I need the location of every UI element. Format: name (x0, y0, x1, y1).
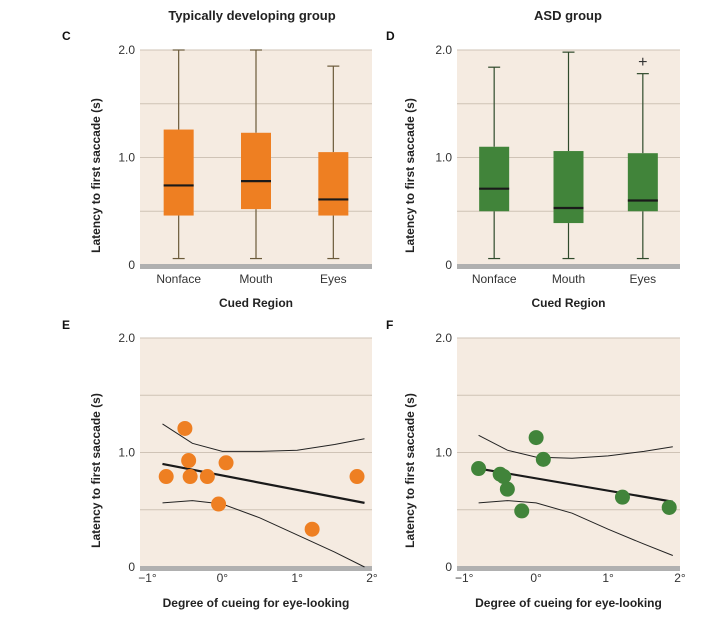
panel-f: 0 1.0 2.0 F Latency to first saccade (s) Degr… (386, 318, 686, 610)
box-nonface (479, 66, 510, 260)
box-iqr (627, 153, 658, 212)
box-iqr (241, 132, 271, 210)
y-tick-label: 0 (128, 258, 135, 272)
ci-upper-curve (478, 434, 673, 459)
data-point (304, 521, 320, 537)
x-tick-label: 2° (366, 571, 378, 585)
x-tick-label: Mouth (552, 272, 585, 286)
y-axis-label: Latency to first saccade (s) (403, 393, 417, 548)
box-mouth (553, 51, 584, 260)
x-tick-label: 0° (530, 571, 542, 585)
y-tick-label: 2.0 (435, 331, 452, 345)
data-point (349, 469, 365, 485)
y-tick-label: 1.0 (435, 151, 452, 165)
data-point (614, 489, 630, 505)
box-iqr (553, 151, 584, 224)
y-axis-label: Latency to first saccade (s) (403, 98, 417, 253)
regression-line (162, 462, 365, 504)
x-tick-label: 0° (217, 571, 229, 585)
box-eyes (318, 65, 349, 260)
x-tick-label: Nonface (156, 272, 201, 286)
y-tick-label: 0 (445, 560, 452, 574)
y-tick-label: 2.0 (435, 43, 452, 57)
panel-title: Typically developing group (168, 8, 335, 23)
panel-letter: E (62, 318, 70, 332)
box-mouth (241, 49, 271, 260)
data-point (199, 469, 215, 485)
panel-letter: D (386, 29, 395, 43)
data-point (177, 420, 193, 436)
x-tick-label: 1° (291, 571, 303, 585)
ci-upper-curve (162, 423, 365, 452)
outlier-marker: + (638, 54, 647, 71)
panel-letter: C (62, 29, 71, 43)
data-point (211, 496, 227, 512)
panel-e: 0 1.0 2.0 E Latency to first saccade (s) Degr… (62, 318, 378, 610)
x-axis-label: Degree of cueing for eye-looking (163, 596, 350, 610)
x-axis-bar (140, 566, 372, 571)
panel-c: 0 1.0 2.0 C Typically developing group Latenc… (62, 8, 372, 310)
data-point (471, 461, 487, 477)
x-axis-bar (457, 566, 680, 571)
y-tick-label: 1.0 (118, 151, 135, 165)
data-point (496, 469, 512, 485)
box-iqr (163, 129, 194, 216)
x-tick-label: Nonface (472, 272, 517, 286)
data-point (181, 453, 197, 469)
x-tick-label: Mouth (239, 272, 272, 286)
box-nonface (163, 49, 194, 260)
data-point (218, 455, 234, 471)
box-eyes (627, 73, 658, 260)
x-axis-label: Cued Region (219, 296, 293, 310)
data-point (182, 469, 198, 485)
x-tick-label: Eyes (320, 272, 347, 286)
x-tick-label: Eyes (629, 272, 656, 286)
panel-title: ASD group (534, 8, 602, 23)
y-tick-label: 1.0 (435, 446, 452, 460)
x-tick-label: 2° (674, 571, 686, 585)
y-tick-label: 2.0 (118, 331, 135, 345)
x-axis-label: Cued Region (532, 296, 606, 310)
data-point (499, 481, 515, 497)
y-tick-label: 0 (128, 560, 135, 574)
data-point (661, 499, 677, 515)
regression-line (478, 467, 673, 503)
ci-lower-curve (478, 500, 673, 556)
data-point (535, 451, 551, 467)
y-axis-label: Latency to first saccade (s) (89, 393, 103, 548)
ci-lower-curve (162, 500, 365, 568)
x-axis-bar (140, 264, 372, 269)
data-point (158, 469, 174, 485)
y-axis-label: Latency to first saccade (s) (89, 98, 103, 253)
x-tick-label: −1° (138, 571, 157, 585)
data-point (528, 430, 544, 446)
box-iqr (318, 152, 349, 216)
x-axis-label: Degree of cueing for eye-looking (475, 596, 662, 610)
panel-letter: F (386, 318, 393, 332)
x-tick-label: 1° (602, 571, 614, 585)
y-tick-label: 2.0 (118, 43, 135, 57)
panel-d: 0 1.0 2.0 D ASD group Latency to first saccad… (386, 8, 680, 310)
data-point (514, 503, 530, 519)
x-tick-label: −1° (455, 571, 474, 585)
x-axis-bar (457, 264, 680, 269)
y-tick-label: 1.0 (118, 446, 135, 460)
box-iqr (479, 146, 510, 212)
y-tick-label: 0 (445, 258, 452, 272)
